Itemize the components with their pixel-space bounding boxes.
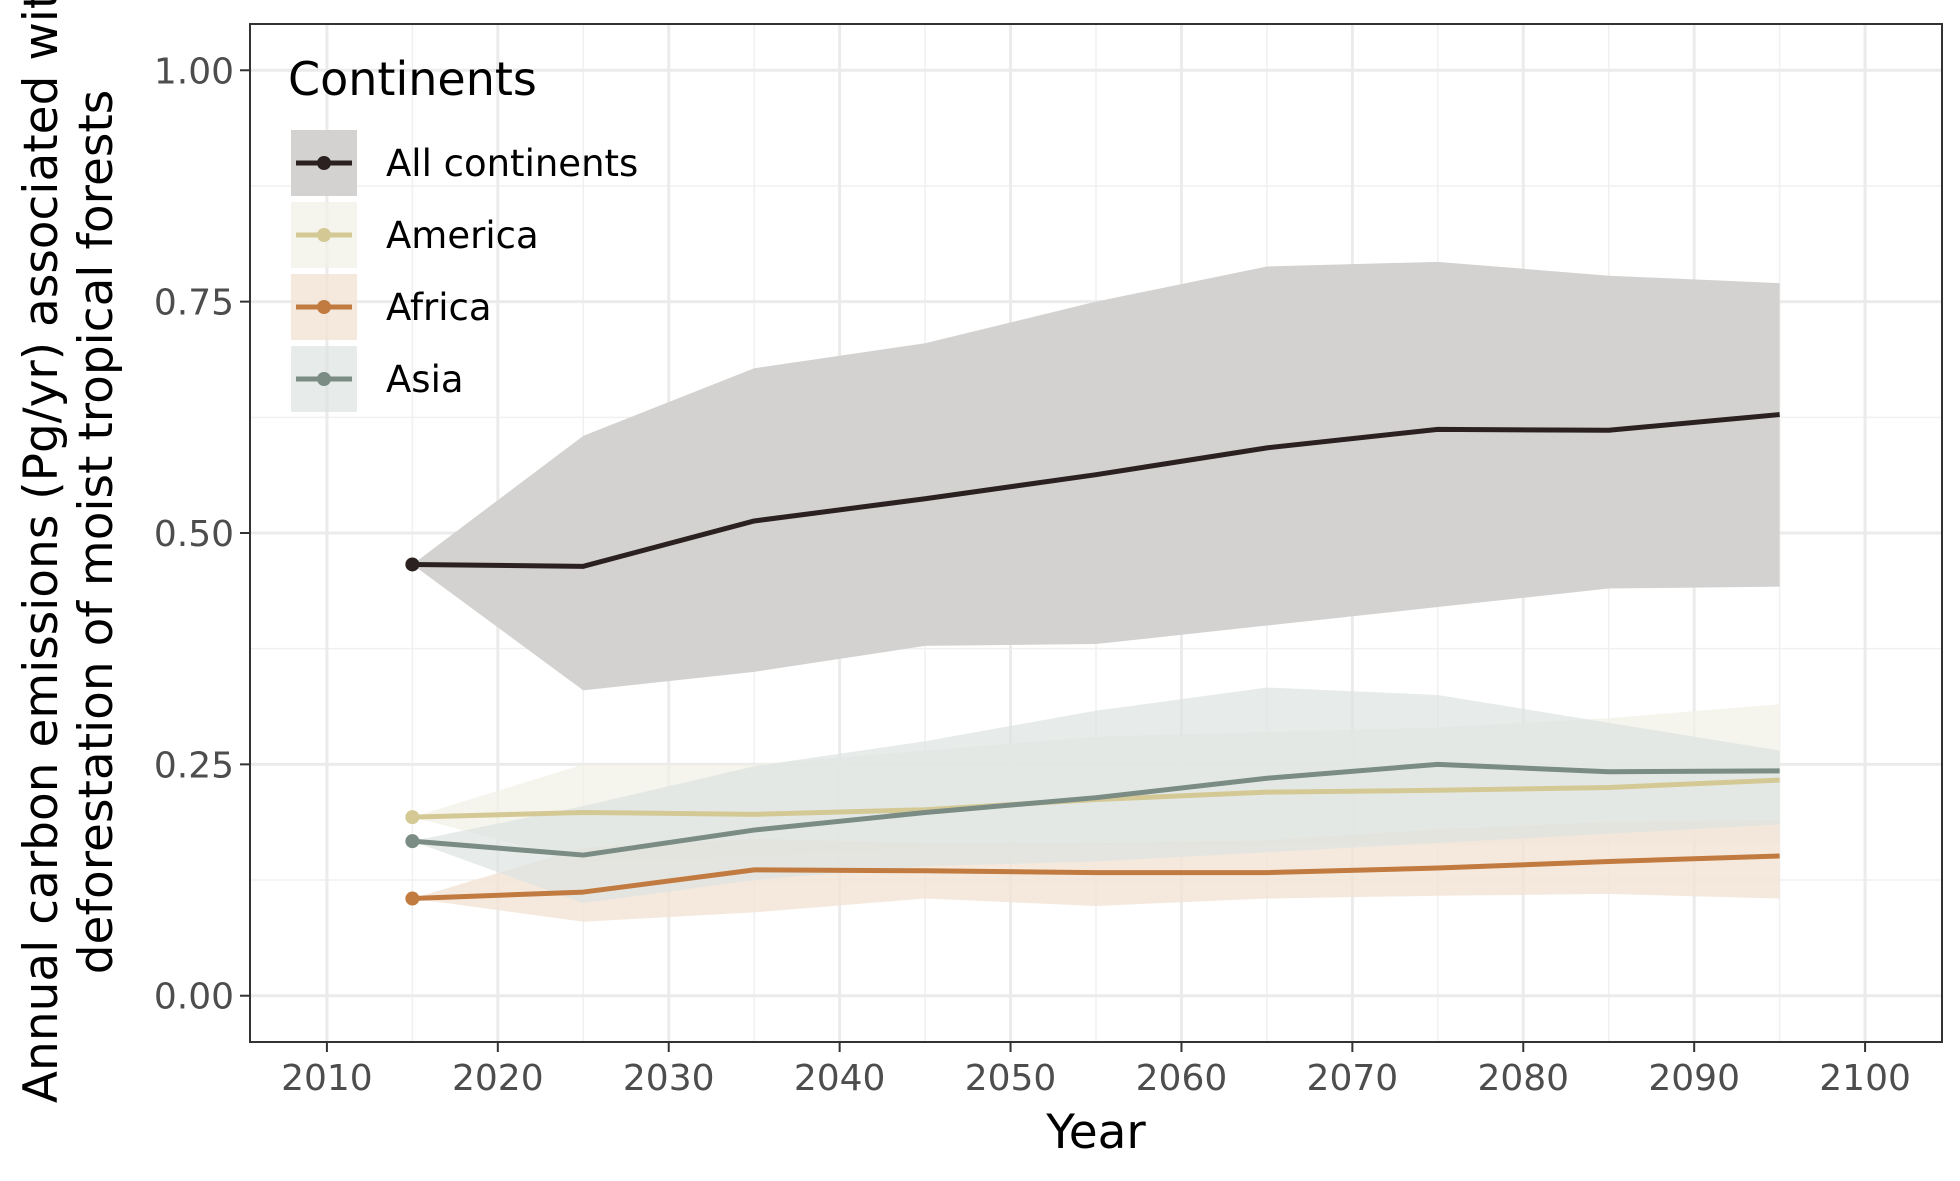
legend-item-america: America xyxy=(291,202,539,268)
y-axis-title-line-2: deforestation of moist tropical forests xyxy=(69,90,124,975)
legend-label: Asia xyxy=(386,358,464,401)
legend: Continents All continents America Africa As… xyxy=(288,52,638,412)
series-lines xyxy=(412,412,1780,902)
x-tick-label: 2020 xyxy=(452,1058,544,1099)
data-point-africa xyxy=(405,891,420,906)
legend-item-all-continents: All continents xyxy=(291,130,638,196)
series-start-points xyxy=(405,557,420,906)
series-line-all-continents xyxy=(412,412,1780,569)
x-tick-label: 2030 xyxy=(623,1058,715,1099)
legend-item-africa: Africa xyxy=(291,274,492,340)
legend-key-point xyxy=(317,228,331,242)
y-tick-label: 1.00 xyxy=(154,51,234,92)
data-point-america xyxy=(405,810,420,825)
legend-label: Africa xyxy=(386,286,492,329)
y-tick-label: 0.75 xyxy=(154,283,234,324)
legend-title: Continents xyxy=(288,52,537,106)
series-line-africa xyxy=(412,853,1780,902)
y-axis: 0.00 0.25 0.50 0.75 1.00 xyxy=(154,51,250,1018)
x-axis: 2010 2020 2030 2040 2050 2060 2070 2080 2090 2100 xyxy=(281,1042,1911,1099)
x-tick-label: 2050 xyxy=(965,1058,1057,1099)
x-tick-label: 2090 xyxy=(1648,1058,1740,1099)
x-tick-label: 2040 xyxy=(794,1058,886,1099)
legend-key-point xyxy=(317,300,331,314)
legend-key-point xyxy=(317,372,331,386)
y-tick-label: 0.25 xyxy=(154,745,234,786)
y-tick-label: 0.00 xyxy=(154,977,234,1018)
y-tick-label: 0.50 xyxy=(154,514,234,555)
x-axis-title: Year xyxy=(1045,1105,1146,1160)
data-point-asia xyxy=(405,834,420,849)
series-line-asia xyxy=(412,761,1780,858)
legend-label: All continents xyxy=(386,142,638,185)
data-point-all-continents xyxy=(405,557,420,572)
legend-item-asia: Asia xyxy=(291,346,464,412)
y-axis-title-line-1: Annual carbon emissions (Pg/yr) associat… xyxy=(14,0,69,1103)
x-tick-label: 2100 xyxy=(1819,1058,1911,1099)
legend-items: All continents America Africa Asia xyxy=(291,130,638,412)
x-tick-label: 2070 xyxy=(1307,1058,1399,1099)
legend-key-point xyxy=(317,156,331,170)
legend-label: America xyxy=(386,214,539,257)
x-tick-label: 2010 xyxy=(281,1058,373,1099)
x-tick-label: 2060 xyxy=(1136,1058,1228,1099)
x-tick-label: 2080 xyxy=(1477,1058,1569,1099)
